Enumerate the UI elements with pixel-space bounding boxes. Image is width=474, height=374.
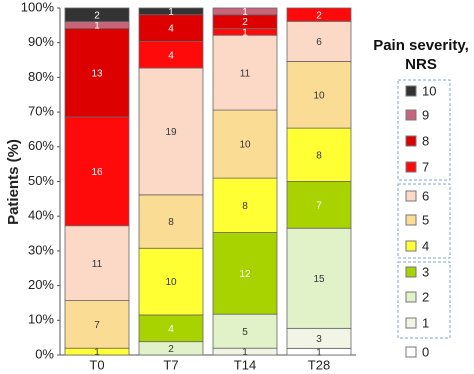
x-tick-label: T0 xyxy=(89,357,104,372)
y-tick-label: 70% xyxy=(28,104,54,119)
segment-label: 2 xyxy=(94,10,100,21)
segment-label: 1 xyxy=(94,21,100,32)
legend-group xyxy=(397,79,451,181)
legend-swatch xyxy=(405,109,417,121)
segment-label: 11 xyxy=(240,68,251,79)
segment-label: 2 xyxy=(316,10,322,21)
bar-segment xyxy=(64,225,130,301)
segment-label: 1 xyxy=(94,347,100,358)
legend-swatch xyxy=(405,161,417,173)
legend-label: 5 xyxy=(422,212,429,227)
segment-label: 10 xyxy=(313,90,325,101)
bar-segment xyxy=(64,300,130,349)
legend-label: 10 xyxy=(422,83,436,98)
bar-segment xyxy=(138,40,204,69)
bar-segment xyxy=(212,313,278,349)
y-tick-label: 10% xyxy=(28,312,54,327)
segment-label: 6 xyxy=(316,37,322,48)
bar-segment xyxy=(212,7,278,16)
segment-label: 8 xyxy=(242,201,248,212)
bar-segment xyxy=(64,28,130,118)
segment-label: 7 xyxy=(316,200,322,211)
legend-swatch xyxy=(405,266,417,278)
bar-segment xyxy=(138,194,204,249)
bar-segment xyxy=(212,177,278,233)
legend-swatch xyxy=(405,85,417,97)
segment-label: 19 xyxy=(165,127,177,138)
y-tick-label: 60% xyxy=(28,138,54,153)
y-axis-label: Patients (%) xyxy=(5,139,22,225)
segment-label: 7 xyxy=(94,320,100,331)
x-tick-label: T28 xyxy=(308,357,330,372)
legend-label: 3 xyxy=(422,264,429,279)
legend-swatch xyxy=(405,214,417,226)
bar-segment xyxy=(212,109,278,179)
segment-label: 8 xyxy=(316,150,322,161)
y-tick-label: 50% xyxy=(28,173,54,188)
segment-label: 1 xyxy=(242,27,248,38)
segment-label: 2 xyxy=(168,344,174,355)
x-tick-label: T14 xyxy=(234,357,256,372)
legend-label: 8 xyxy=(422,133,429,148)
legend-title: Pain severity, NRS xyxy=(373,37,469,73)
segment-label: 10 xyxy=(239,140,251,151)
legend-group xyxy=(397,261,451,339)
segment-label: 12 xyxy=(239,269,251,280)
segment-label: 2 xyxy=(242,17,248,28)
y-tick-label: 80% xyxy=(28,69,54,84)
segment-label: 1 xyxy=(168,7,174,18)
bar-segment xyxy=(286,60,352,129)
bar-segment xyxy=(286,7,352,22)
segment-label: 16 xyxy=(91,167,103,178)
legend-swatch xyxy=(405,240,417,252)
legend-swatch xyxy=(405,317,417,329)
legend-swatch xyxy=(405,135,417,147)
bar-segment xyxy=(286,20,352,62)
y-tick-label: 40% xyxy=(28,208,54,223)
segment-label: 5 xyxy=(242,327,248,338)
segment-label: 4 xyxy=(168,50,174,61)
y-tick-label: 90% xyxy=(28,34,54,49)
bar-segment xyxy=(138,67,204,196)
bar-segment xyxy=(212,34,278,111)
bar-segment xyxy=(138,7,204,16)
legend-label: 6 xyxy=(422,188,429,203)
bar-segment xyxy=(64,116,130,227)
bar-segment xyxy=(286,127,352,182)
legend-swatch xyxy=(405,291,417,303)
legend-label: 9 xyxy=(422,107,429,122)
y-tick-label: 20% xyxy=(28,277,54,292)
segment-label: 10 xyxy=(165,277,177,288)
segment-label: 1 xyxy=(242,347,248,358)
segment-label: 4 xyxy=(168,24,174,35)
legend-label: 7 xyxy=(422,159,429,174)
legend-label: 4 xyxy=(422,238,429,253)
legend-swatch xyxy=(405,346,417,358)
segment-label: 15 xyxy=(313,274,325,285)
legend-group xyxy=(397,183,451,259)
bar-segment xyxy=(212,232,278,315)
legend-label: 2 xyxy=(422,289,429,304)
legend-swatch xyxy=(405,190,417,202)
bar-segment xyxy=(138,14,204,42)
y-tick-label: 30% xyxy=(28,242,54,257)
legend-label: 1 xyxy=(422,315,429,330)
bar-segment xyxy=(64,7,130,23)
segment-label: 1 xyxy=(316,347,322,358)
y-tick-label: 0% xyxy=(35,346,54,361)
segment-label: 3 xyxy=(316,334,322,345)
segment-label: 11 xyxy=(92,259,103,270)
segment-label: 8 xyxy=(168,217,174,228)
y-tick-label: 100% xyxy=(21,0,55,14)
x-tick-label: T7 xyxy=(163,357,178,372)
segment-label: 1 xyxy=(242,7,248,18)
segment-label: 13 xyxy=(91,68,103,79)
segment-label: 4 xyxy=(168,324,174,335)
bar-segment xyxy=(138,247,204,316)
legend-label: 0 xyxy=(422,344,429,359)
bar-segment xyxy=(286,227,352,329)
